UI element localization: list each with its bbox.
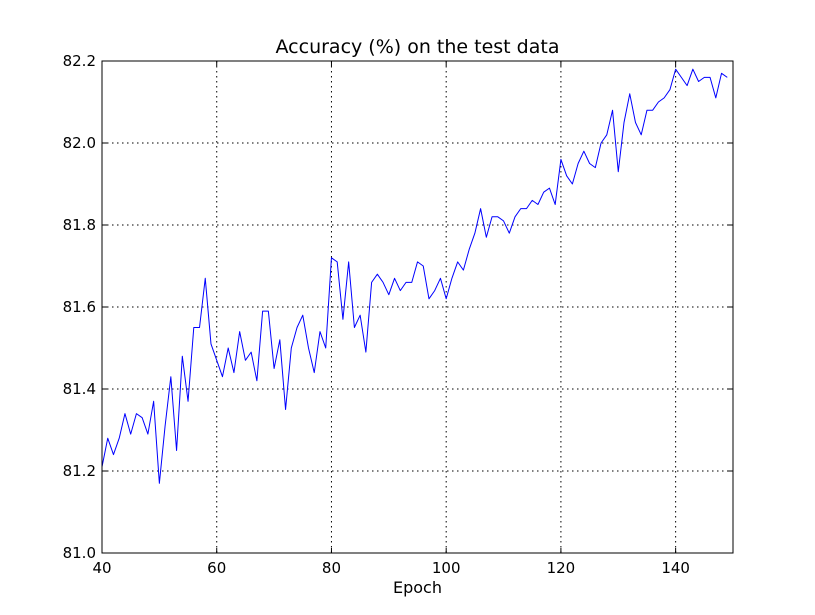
series-layer xyxy=(101,68,728,484)
y-tick-label: 81.2 xyxy=(63,462,96,480)
y-tick-label: 81.4 xyxy=(63,380,96,398)
x-axis-label: Epoch xyxy=(393,578,442,597)
x-tick-label: 60 xyxy=(207,559,226,577)
x-tick-label: 120 xyxy=(547,559,576,577)
y-tick-label: 82.0 xyxy=(63,134,96,152)
grid-lines xyxy=(102,61,733,553)
axis-ticks xyxy=(101,60,733,554)
chart-title: Accuracy (%) on the test data xyxy=(276,36,560,58)
y-tick-label: 81.8 xyxy=(63,216,96,234)
x-tick-label: 140 xyxy=(661,559,690,577)
tick-labels: 40 60 80 100 120 140 81.0 81.2 81.4 81.6 81.8 82.0 8… xyxy=(63,52,690,577)
x-tick-label: 80 xyxy=(322,559,341,577)
y-tick-label: 82.2 xyxy=(63,52,96,70)
y-tick-label: 81.0 xyxy=(63,544,96,562)
series-line xyxy=(101,68,728,484)
y-tick-label: 81.6 xyxy=(63,298,96,316)
x-tick-label: 100 xyxy=(432,559,461,577)
x-tick-label: 40 xyxy=(92,559,111,577)
